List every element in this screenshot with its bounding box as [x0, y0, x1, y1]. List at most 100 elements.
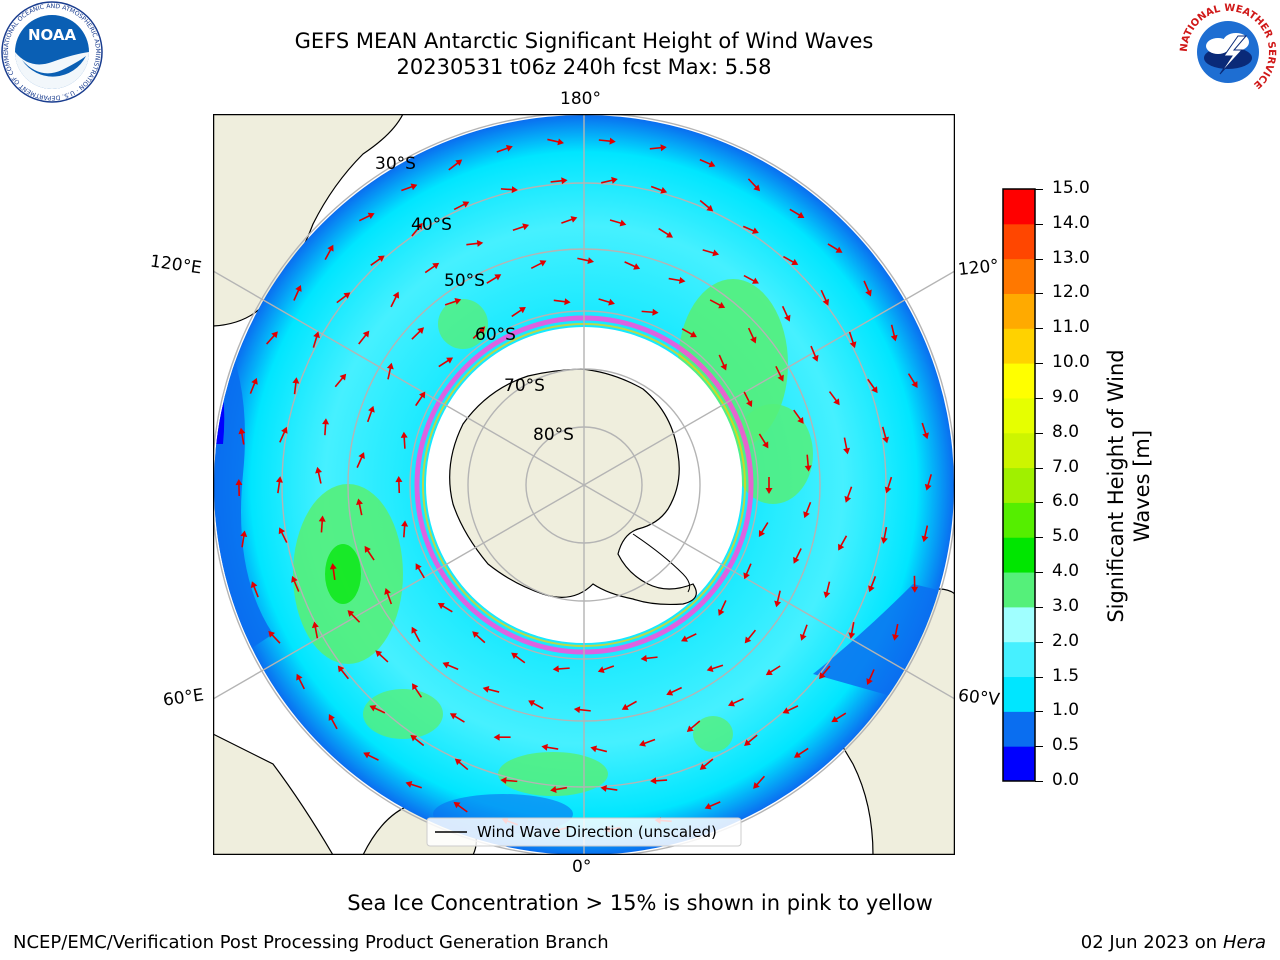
- colorbar-label: Significant Height of Wind Waves [m]: [1104, 349, 1154, 623]
- wave-arrow: [573, 706, 591, 714]
- wave-arrow: [449, 713, 465, 723]
- legend: Wind Wave Direction (unscaled): [426, 817, 742, 847]
- wave-arrow: [704, 801, 721, 810]
- lon-label-top: 180°: [560, 89, 601, 109]
- wave-arrow: [747, 327, 757, 344]
- wave-arrow: [598, 137, 616, 145]
- wave-arrow: [550, 786, 568, 793]
- wave-arrow: [892, 623, 899, 641]
- colorbar-band: [1003, 328, 1035, 364]
- colorbar-tick-label: 10.0: [1052, 352, 1090, 373]
- colorbar-band: [1003, 432, 1035, 469]
- wave-arrow: [275, 476, 283, 494]
- wave-arrow: [781, 305, 791, 322]
- colorbar-tick-mark: [1035, 711, 1043, 713]
- wave-arrow: [793, 747, 809, 758]
- colorbar-band: [1003, 467, 1035, 503]
- chart-title: GEFS MEAN Antarctic Significant Height o…: [294, 29, 874, 53]
- wave-arrow: [395, 476, 403, 494]
- wave-arrow: [753, 775, 766, 789]
- wave-arrow: [681, 328, 697, 338]
- colorbar-tick-mark: [1035, 746, 1043, 748]
- wave-arrow: [621, 700, 637, 710]
- colorbar-tick-mark: [1035, 537, 1043, 539]
- wave-arrow: [838, 535, 848, 551]
- wave-arrow: [810, 345, 819, 362]
- wave-arrow: [500, 186, 518, 194]
- wave-arrow: [370, 255, 385, 266]
- wave-arrow: [868, 576, 877, 593]
- wave-arrow: [511, 306, 526, 318]
- wave-arrow: [827, 243, 843, 253]
- lon-label-lower-right: 60°V: [957, 685, 1001, 711]
- wave-arrow: [843, 437, 851, 455]
- wave-arrow: [328, 713, 338, 730]
- wave-arrow: [363, 752, 379, 761]
- wave-arrow: [453, 801, 468, 813]
- wave-arrow: [530, 260, 547, 270]
- wave-arrow: [577, 257, 595, 265]
- wave-arrow: [728, 697, 744, 707]
- wave-arrow: [250, 581, 259, 598]
- wave-arrow: [412, 683, 423, 698]
- wave-arrow: [793, 548, 802, 564]
- wave-arrow: [775, 365, 784, 382]
- colorbar-tick-label: 5.0: [1052, 526, 1080, 547]
- wave-arrow: [820, 289, 830, 306]
- wave-arrow: [291, 575, 300, 592]
- wave-arrow: [235, 479, 243, 497]
- wave-arrow: [358, 212, 375, 222]
- wave-arrow: [640, 654, 658, 662]
- wave-arrow: [848, 331, 857, 349]
- wave-arrow: [375, 650, 389, 663]
- colorbar-tick-mark: [1035, 397, 1043, 399]
- wave-arrow: [444, 298, 462, 306]
- wave-arrow: [405, 781, 422, 789]
- graticule: [213, 114, 955, 855]
- wave-arrow: [541, 743, 559, 751]
- wave-arrow: [315, 466, 322, 484]
- wave-arrow: [466, 239, 484, 247]
- wave-arrow: [415, 391, 426, 407]
- wave-arrow: [799, 624, 808, 641]
- wave-arrow: [743, 391, 753, 408]
- wave-arrow: [747, 178, 761, 192]
- wave-arrow: [401, 520, 409, 538]
- lon-label-upper-left: 120°E: [148, 251, 203, 279]
- wave-arrow: [493, 733, 511, 741]
- wave-arrow: [448, 159, 463, 171]
- wave-arrow: [765, 665, 781, 676]
- colorbar-tick-label: 9.0: [1052, 386, 1080, 407]
- wave-arrow: [356, 498, 363, 516]
- colorbar-tick-mark: [1035, 676, 1043, 678]
- wave-arrow: [590, 745, 608, 753]
- wave-arrow: [386, 362, 394, 380]
- wave-arrow: [292, 377, 300, 395]
- wave-arrow: [744, 734, 758, 746]
- wave-arrow: [668, 276, 686, 284]
- nws-logo-icon: NATIONAL WEATHER SERVICE: [1178, 2, 1278, 102]
- wave-arrow: [823, 581, 831, 599]
- wave-arrow: [699, 199, 714, 212]
- wave-arrow: [369, 705, 386, 714]
- wave-arrow: [881, 426, 889, 444]
- colorbar-tick-mark: [1035, 502, 1043, 504]
- wave-arrow: [454, 758, 469, 771]
- colorbar-band: [1003, 572, 1035, 608]
- colorbar-band: [1003, 606, 1035, 643]
- wave-arrow: [311, 621, 319, 639]
- wave-arrow: [718, 600, 727, 616]
- colorbar-band: [1003, 189, 1035, 225]
- colorbar-tick-label: 4.0: [1052, 561, 1080, 582]
- wave-arrow: [650, 777, 668, 785]
- wave-arrow: [921, 422, 929, 440]
- colorbar-tick-label: 13.0: [1052, 247, 1090, 268]
- wave-arrow: [706, 664, 724, 672]
- wave-arrow: [364, 545, 375, 561]
- colorbar-tick-mark: [1035, 606, 1043, 608]
- wave-arrow: [831, 712, 847, 723]
- polar-stereographic-map: Wind Wave Direction (unscaled) 30°S 40°S…: [213, 114, 955, 855]
- colorbar-tick-label: 1.5: [1052, 665, 1080, 686]
- wave-arrow: [782, 705, 799, 714]
- colorbar-tick-mark: [1035, 293, 1043, 295]
